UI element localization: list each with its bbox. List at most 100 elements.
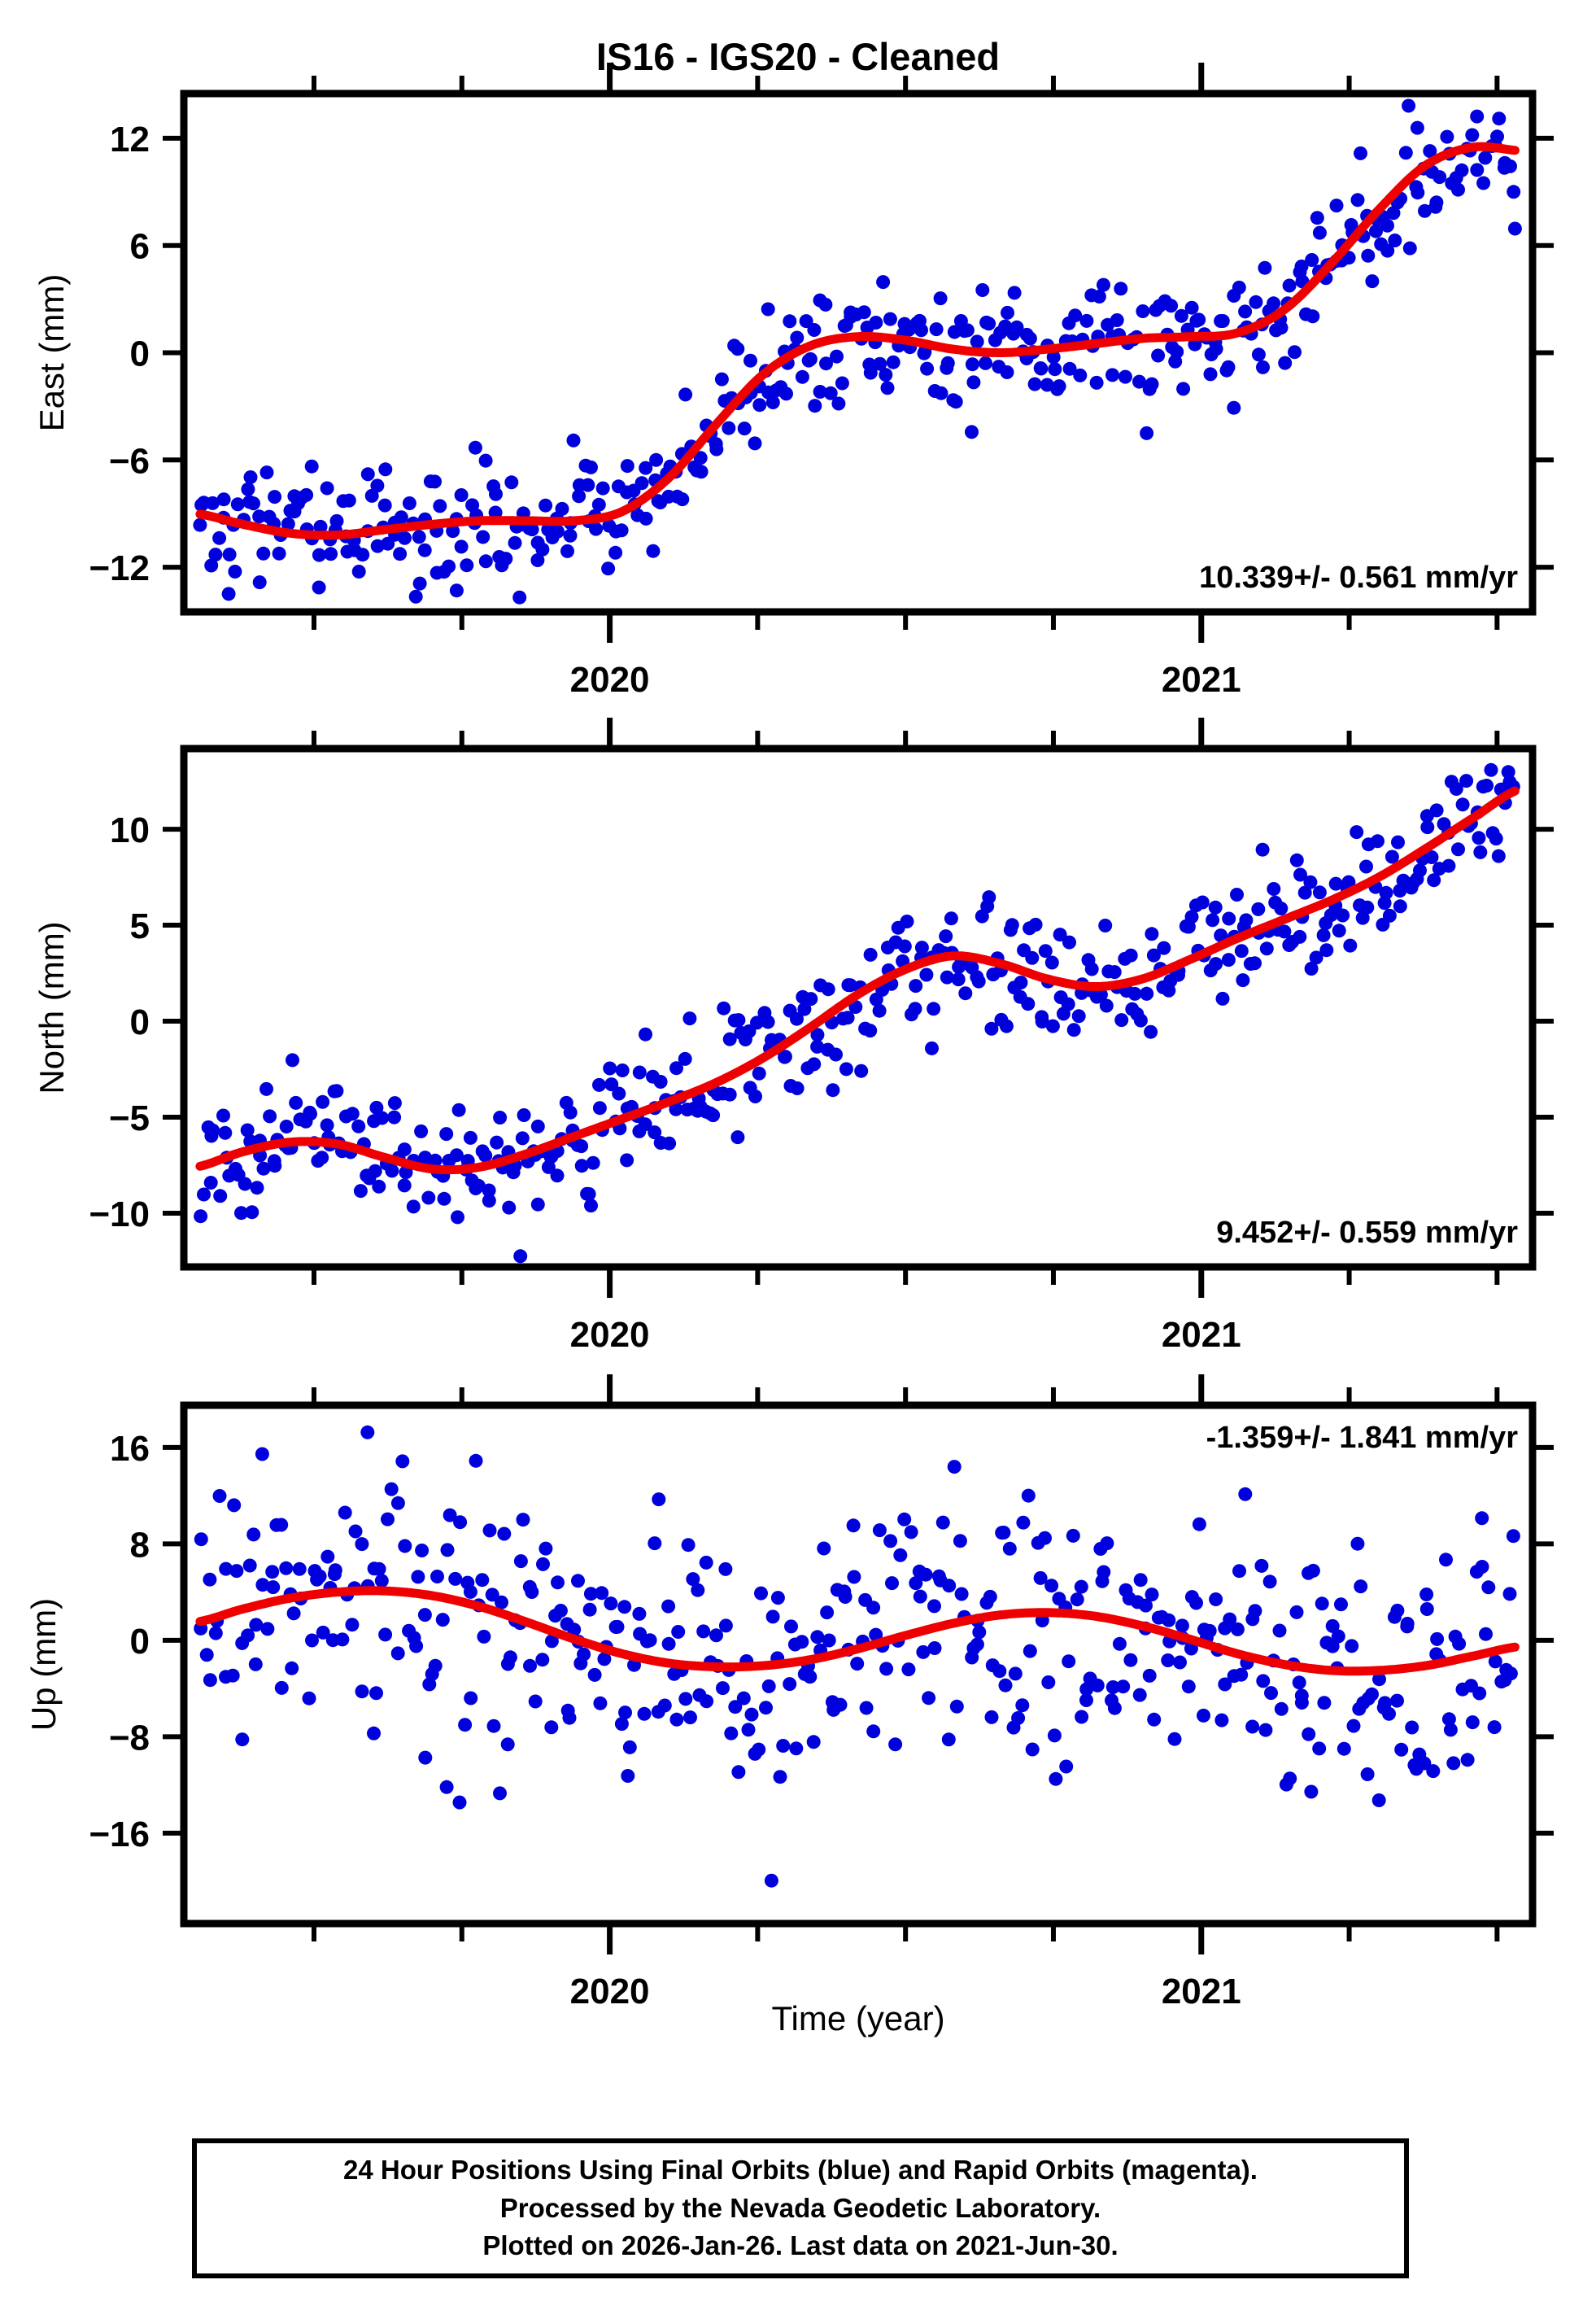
data-point — [823, 386, 838, 400]
y-tick-label: −16 — [89, 1815, 150, 1854]
data-point — [216, 1108, 230, 1123]
data-point — [1001, 305, 1014, 320]
data-point — [730, 342, 745, 356]
data-point — [810, 1039, 825, 1054]
data-points-group — [194, 1425, 1520, 1888]
data-point — [302, 1691, 316, 1705]
data-point — [203, 1673, 217, 1688]
data-point — [208, 548, 223, 562]
data-point — [1230, 888, 1244, 902]
data-point — [722, 1087, 737, 1102]
data-point — [1093, 988, 1108, 1002]
data-point — [736, 1691, 751, 1705]
data-point — [1164, 299, 1179, 313]
data-point — [1470, 109, 1485, 124]
data-point — [909, 979, 923, 994]
data-point — [1491, 849, 1506, 863]
data-point — [248, 1657, 263, 1671]
data-point — [316, 1625, 330, 1640]
data-point — [1000, 365, 1014, 379]
data-point — [1073, 368, 1088, 382]
data-point — [639, 1027, 652, 1042]
data-point — [1070, 1592, 1084, 1607]
data-point — [372, 1179, 386, 1194]
data-point — [260, 1622, 275, 1636]
data-point — [1157, 941, 1171, 955]
data-point — [1132, 374, 1146, 389]
data-point — [885, 1576, 899, 1591]
x-tick-label: 2020 — [570, 1972, 650, 2011]
data-point — [256, 1161, 271, 1176]
data-point — [1502, 1587, 1517, 1601]
data-point — [374, 1574, 389, 1588]
panel-east: 12 6 0 −6 −12 2020 2021 East (mm) 10.339+/- 0.56… — [33, 63, 1554, 700]
data-point — [551, 524, 565, 539]
data-point — [348, 1524, 363, 1539]
data-point — [1075, 1710, 1089, 1724]
data-point — [866, 1601, 881, 1615]
data-point — [982, 890, 996, 905]
data-point — [1361, 248, 1376, 263]
plot-frame — [180, 745, 1537, 1271]
data-point — [709, 442, 724, 456]
data-point — [194, 1532, 208, 1547]
data-point — [678, 1051, 692, 1066]
rate-annotation: -1.359+/- 1.841 mm/yr — [1206, 1421, 1519, 1455]
data-point — [731, 1013, 746, 1028]
data-point — [495, 1595, 508, 1609]
data-point — [577, 1647, 591, 1662]
data-point — [1192, 1517, 1206, 1531]
data-point — [901, 1662, 916, 1677]
data-point — [783, 314, 797, 329]
data-point — [387, 1096, 402, 1111]
data-point — [500, 1737, 515, 1752]
data-point — [1203, 367, 1218, 382]
data-point — [525, 522, 539, 537]
data-point — [550, 1168, 565, 1183]
data-point — [1446, 1756, 1461, 1771]
data-point — [839, 1062, 853, 1077]
data-point — [1132, 1688, 1147, 1702]
data-point — [421, 1190, 436, 1205]
data-point — [299, 487, 314, 502]
data-point — [821, 982, 835, 997]
data-point — [583, 1587, 598, 1601]
data-point — [497, 1526, 512, 1541]
data-point — [238, 1177, 252, 1191]
plot-frame — [180, 1401, 1537, 1928]
data-point — [1423, 144, 1437, 159]
data-point — [1079, 1682, 1094, 1697]
data-point — [1402, 241, 1417, 255]
data-point — [485, 1588, 499, 1602]
data-point — [621, 1769, 635, 1783]
data-point — [1506, 1529, 1520, 1544]
data-point — [428, 1153, 443, 1168]
data-point — [648, 1125, 662, 1140]
data-point — [1386, 206, 1401, 221]
data-point — [402, 496, 416, 510]
data-point — [320, 1118, 334, 1133]
data-point — [553, 1604, 568, 1618]
data-point — [1489, 832, 1503, 846]
data-point — [439, 1780, 454, 1794]
data-point — [525, 1585, 539, 1599]
data-point — [1379, 885, 1393, 900]
data-point — [748, 436, 762, 451]
data-point — [1214, 1713, 1229, 1727]
data-point — [714, 372, 729, 387]
data-point — [328, 1563, 342, 1578]
data-point — [648, 1536, 662, 1551]
data-point — [863, 947, 878, 962]
data-point — [446, 524, 460, 539]
data-point — [364, 488, 379, 503]
data-point — [1048, 362, 1062, 377]
data-point — [1343, 938, 1358, 953]
data-point — [437, 1191, 451, 1206]
data-point — [1460, 1753, 1475, 1767]
data-point — [614, 523, 629, 538]
data-point — [194, 1209, 208, 1224]
data-point — [925, 1041, 939, 1055]
data-point — [778, 1050, 792, 1064]
data-point — [940, 970, 954, 985]
data-point — [1105, 1680, 1120, 1694]
